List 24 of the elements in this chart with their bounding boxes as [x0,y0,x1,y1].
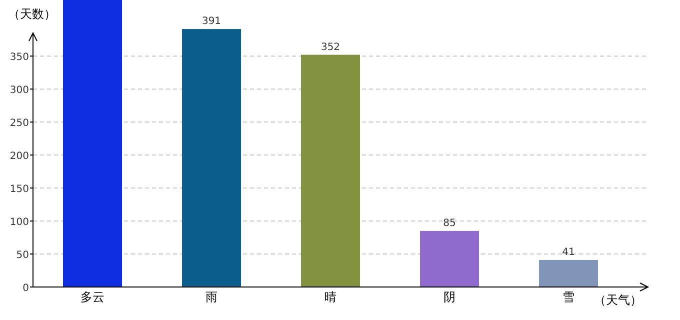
data-label: 391 [202,16,222,28]
x-tick-label: 多云 [80,290,104,304]
y-tick-label: 350 [10,52,29,64]
bar [539,260,598,287]
y-tick-label: 50 [16,250,29,262]
data-label: 85 [443,218,456,229]
x-tick-label: 阴 [444,290,456,304]
y-tick-label: 300 [10,85,29,96]
x-tick-label: 雪 [562,290,574,304]
data-label: 352 [320,42,340,53]
data-label: 41 [562,246,575,258]
x-tick-label: 雨 [206,290,218,304]
x-tick-label: 晴 [324,290,336,304]
y-tick-label: 150 [10,184,29,196]
bar [420,230,479,287]
bar [63,0,122,287]
y-tick-label: 250 [10,118,29,130]
bar [182,29,241,287]
y-tick-label: 200 [10,151,29,162]
x-axis-title: （天气） [594,293,642,307]
y-tick-label: 0 [22,283,29,294]
y-axis-title: （天数） [8,7,56,21]
y-tick-label: 100 [10,217,29,228]
bar [301,54,360,287]
